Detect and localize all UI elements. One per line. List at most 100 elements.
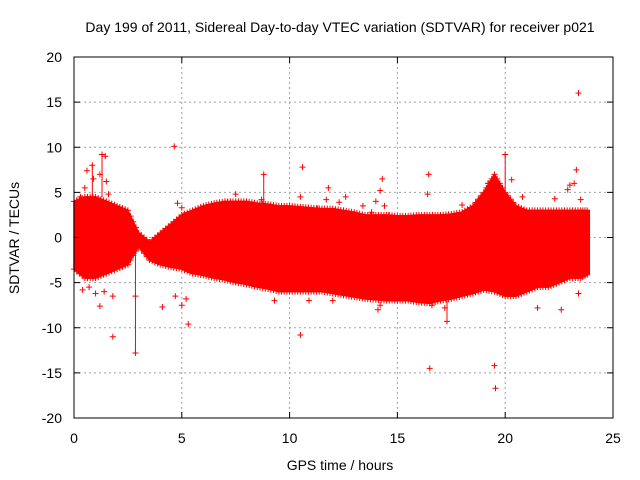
data-point-marker: [368, 209, 375, 216]
edge-marker: [432, 299, 439, 306]
edge-marker: [132, 248, 139, 255]
edge-marker: [181, 267, 188, 274]
x-tick-label: 25: [605, 430, 621, 446]
edge-marker: [246, 282, 253, 289]
data-point-marker: [174, 200, 181, 207]
data-point-marker: [359, 202, 366, 209]
edge-marker: [521, 206, 528, 213]
edge-marker: [122, 206, 129, 213]
edge-marker: [512, 202, 519, 209]
data-point-marker: [183, 295, 190, 302]
edge-marker: [119, 205, 126, 212]
edge-marker: [124, 207, 131, 214]
edge-marker: [224, 277, 231, 284]
data-point-marker: [377, 302, 384, 309]
edge-marker: [203, 273, 210, 280]
edge-marker: [510, 199, 517, 206]
edge-marker: [464, 291, 471, 298]
edge-marker: [227, 278, 234, 285]
data-point-marker: [566, 182, 573, 189]
edge-marker: [459, 293, 466, 300]
edge-marker: [496, 290, 503, 297]
edge-marker: [499, 184, 506, 191]
edge-marker: [545, 284, 552, 291]
edge-marker: [100, 271, 107, 278]
edge-marker: [114, 266, 121, 273]
edge-marker: [122, 262, 129, 269]
edge-marker: [531, 285, 538, 292]
data-point-marker: [424, 191, 431, 198]
edge-marker: [491, 171, 498, 178]
edge-marker: [203, 202, 210, 209]
edge-marker: [194, 205, 201, 212]
data-point-marker: [86, 284, 93, 291]
edge-marker: [526, 287, 533, 294]
edge-marker: [469, 202, 476, 209]
data-point-marker: [180, 211, 187, 218]
x-tick-label: 10: [282, 430, 298, 446]
edge-marker: [556, 279, 563, 286]
data-point-marker: [484, 180, 491, 187]
data-point-marker: [385, 211, 392, 218]
edge-marker: [477, 192, 484, 199]
edge-marker: [97, 196, 104, 203]
data-point-marker: [342, 193, 349, 200]
edge-marker: [197, 204, 204, 211]
edge-marker: [208, 200, 215, 207]
data-band: [71, 171, 591, 307]
edge-marker: [205, 201, 212, 208]
edge-marker: [108, 268, 115, 275]
edge-marker: [111, 267, 118, 274]
edge-marker: [132, 224, 139, 231]
data-point-marker: [459, 202, 466, 209]
edge-marker: [184, 268, 191, 275]
edge-marker: [135, 243, 142, 250]
edge-marker: [205, 273, 212, 280]
data-point-marker: [425, 171, 432, 178]
edge-marker: [548, 283, 555, 290]
edge-marker: [564, 276, 571, 283]
edge-marker: [119, 263, 126, 270]
edge-marker: [192, 206, 199, 213]
edge-marker: [494, 175, 501, 182]
data-point-marker: [551, 195, 558, 202]
edge-marker: [584, 207, 591, 214]
edge-marker: [95, 273, 102, 280]
data-point-marker: [478, 200, 485, 207]
y-tick-label: -5: [50, 275, 63, 291]
edge-marker: [154, 260, 161, 267]
edge-marker: [456, 293, 463, 300]
edge-marker: [494, 289, 501, 296]
y-tick-label: -15: [42, 365, 62, 381]
y-tick-label: -10: [42, 320, 62, 336]
edge-marker: [251, 283, 258, 290]
x-tick-label: 5: [178, 430, 186, 446]
x-axis-ticks: 0 5 10 15 20 25: [70, 57, 621, 446]
edge-marker: [108, 200, 115, 207]
edge-marker: [475, 196, 482, 203]
data-point-marker: [81, 184, 88, 191]
edge-marker: [491, 288, 498, 295]
data-point-marker: [83, 167, 90, 174]
data-point-marker: [297, 331, 304, 338]
edge-marker: [243, 281, 250, 288]
edge-marker: [553, 280, 560, 287]
data-point-marker: [103, 178, 110, 185]
data-point-marker: [171, 143, 178, 150]
edge-marker: [448, 295, 455, 302]
data-point-marker: [426, 365, 433, 372]
x-tick-label: 15: [390, 430, 406, 446]
data-point-marker: [491, 362, 498, 369]
data-point-marker: [377, 187, 384, 194]
edge-marker: [208, 274, 215, 281]
x-tick-label: 20: [497, 430, 513, 446]
edge-marker: [95, 195, 102, 202]
y-tick-label: 15: [46, 94, 62, 110]
edge-marker: [130, 218, 137, 225]
edge-marker: [157, 261, 164, 268]
edge-marker: [480, 189, 487, 196]
edge-marker: [472, 289, 479, 296]
data-point-marker: [92, 290, 99, 297]
edge-marker: [221, 276, 228, 283]
edge-marker: [141, 250, 148, 257]
